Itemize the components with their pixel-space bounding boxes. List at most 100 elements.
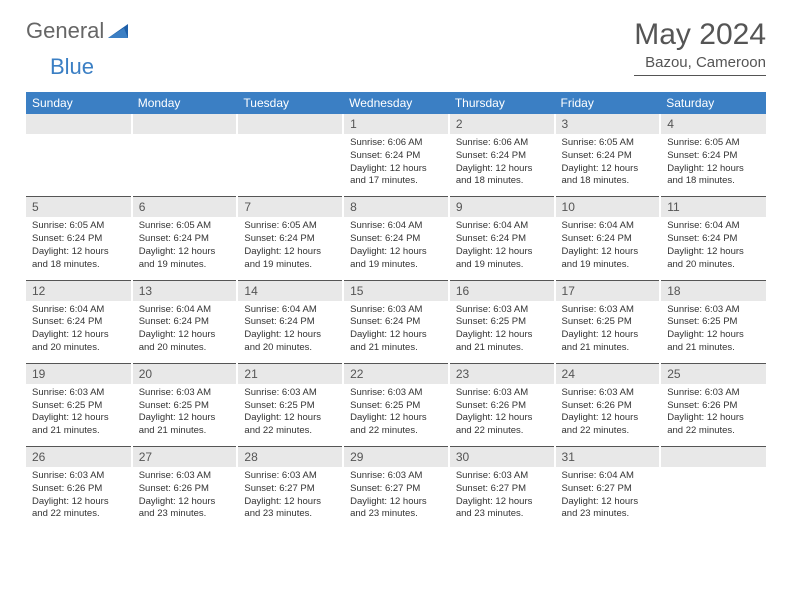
daylight-line: Daylight: 12 hours and 19 minutes. (244, 246, 336, 272)
sunset-line: Sunset: 6:27 PM (350, 483, 442, 496)
daylight-line: Daylight: 12 hours and 20 minutes. (667, 246, 760, 272)
sunset-line: Sunset: 6:24 PM (350, 316, 442, 329)
sunrise-line: Sunrise: 6:05 AM (139, 220, 231, 233)
daylight-line: Daylight: 12 hours and 21 minutes. (350, 329, 442, 355)
day-number (132, 114, 238, 134)
daylight-line: Daylight: 12 hours and 18 minutes. (456, 163, 548, 189)
daylight-line: Daylight: 12 hours and 20 minutes. (244, 329, 336, 355)
sunrise-line: Sunrise: 6:06 AM (350, 137, 442, 150)
sunrise-line: Sunrise: 6:04 AM (244, 304, 336, 317)
sunset-line: Sunset: 6:25 PM (139, 400, 231, 413)
day-number: 22 (343, 364, 449, 384)
sunrise-line: Sunrise: 6:03 AM (350, 387, 442, 400)
logo-text-2: Blue (50, 54, 94, 79)
sunset-line: Sunset: 6:24 PM (139, 316, 231, 329)
daylight-line: Daylight: 12 hours and 19 minutes. (139, 246, 231, 272)
sunset-line: Sunset: 6:24 PM (667, 233, 760, 246)
daylight-line: Daylight: 12 hours and 20 minutes. (32, 329, 125, 355)
sunset-line: Sunset: 6:24 PM (456, 150, 548, 163)
day-cell: Sunrise: 6:03 AMSunset: 6:25 PMDaylight:… (237, 384, 343, 447)
sunset-line: Sunset: 6:25 PM (244, 400, 336, 413)
daylight-line: Daylight: 12 hours and 23 minutes. (244, 496, 336, 522)
sunrise-line: Sunrise: 6:03 AM (32, 387, 125, 400)
sunrise-line: Sunrise: 6:04 AM (667, 220, 760, 233)
day-number: 25 (660, 364, 766, 384)
sunset-line: Sunset: 6:24 PM (667, 150, 760, 163)
detail-row: Sunrise: 6:04 AMSunset: 6:24 PMDaylight:… (26, 301, 766, 364)
day-number: 27 (132, 447, 238, 467)
sunrise-line: Sunrise: 6:03 AM (244, 470, 336, 483)
detail-row: Sunrise: 6:03 AMSunset: 6:26 PMDaylight:… (26, 467, 766, 529)
day-number: 7 (237, 197, 343, 217)
sunset-line: Sunset: 6:24 PM (562, 150, 654, 163)
month-title: May 2024 (634, 18, 766, 52)
day-number: 6 (132, 197, 238, 217)
day-number: 31 (555, 447, 661, 467)
day-cell: Sunrise: 6:06 AMSunset: 6:24 PMDaylight:… (449, 134, 555, 197)
daylight-line: Daylight: 12 hours and 21 minutes. (562, 329, 654, 355)
daylight-line: Daylight: 12 hours and 23 minutes. (139, 496, 231, 522)
detail-row: Sunrise: 6:05 AMSunset: 6:24 PMDaylight:… (26, 217, 766, 280)
logo-triangle-icon (108, 22, 130, 40)
day-cell: Sunrise: 6:03 AMSunset: 6:25 PMDaylight:… (449, 301, 555, 364)
daylight-line: Daylight: 12 hours and 18 minutes. (32, 246, 125, 272)
sunrise-line: Sunrise: 6:03 AM (350, 304, 442, 317)
day-cell: Sunrise: 6:03 AMSunset: 6:24 PMDaylight:… (343, 301, 449, 364)
sunset-line: Sunset: 6:24 PM (32, 233, 125, 246)
title-block: May 2024 Bazou, Cameroon (634, 18, 766, 76)
day-number: 4 (660, 114, 766, 134)
day-number: 13 (132, 281, 238, 301)
day-cell: Sunrise: 6:05 AMSunset: 6:24 PMDaylight:… (660, 134, 766, 197)
sunset-line: Sunset: 6:25 PM (456, 316, 548, 329)
detail-row: Sunrise: 6:06 AMSunset: 6:24 PMDaylight:… (26, 134, 766, 197)
daylight-line: Daylight: 12 hours and 21 minutes. (32, 412, 125, 438)
calendar-table: Sunday Monday Tuesday Wednesday Thursday… (26, 92, 766, 529)
daylight-line: Daylight: 12 hours and 18 minutes. (667, 163, 760, 189)
day-number: 2 (449, 114, 555, 134)
sunrise-line: Sunrise: 6:05 AM (667, 137, 760, 150)
day-cell: Sunrise: 6:04 AMSunset: 6:27 PMDaylight:… (555, 467, 661, 529)
dow-thursday: Thursday (449, 92, 555, 114)
calendar-page: General May 2024 Bazou, Cameroon Blue Su… (0, 0, 792, 547)
sunset-line: Sunset: 6:26 PM (139, 483, 231, 496)
sunset-line: Sunset: 6:24 PM (350, 233, 442, 246)
day-cell: Sunrise: 6:03 AMSunset: 6:25 PMDaylight:… (132, 384, 238, 447)
day-cell: Sunrise: 6:04 AMSunset: 6:24 PMDaylight:… (449, 217, 555, 280)
day-number (26, 114, 132, 134)
day-cell: Sunrise: 6:03 AMSunset: 6:26 PMDaylight:… (26, 467, 132, 529)
daylight-line: Daylight: 12 hours and 22 minutes. (562, 412, 654, 438)
day-number: 1 (343, 114, 449, 134)
day-cell: Sunrise: 6:03 AMSunset: 6:26 PMDaylight:… (449, 384, 555, 447)
day-number: 9 (449, 197, 555, 217)
sunrise-line: Sunrise: 6:03 AM (456, 470, 548, 483)
day-cell: Sunrise: 6:03 AMSunset: 6:25 PMDaylight:… (660, 301, 766, 364)
sunrise-line: Sunrise: 6:05 AM (562, 137, 654, 150)
dow-row: Sunday Monday Tuesday Wednesday Thursday… (26, 92, 766, 114)
daylight-line: Daylight: 12 hours and 22 minutes. (456, 412, 548, 438)
dow-monday: Monday (132, 92, 238, 114)
sunset-line: Sunset: 6:27 PM (562, 483, 654, 496)
sunset-line: Sunset: 6:24 PM (350, 150, 442, 163)
day-number: 28 (237, 447, 343, 467)
sunrise-line: Sunrise: 6:04 AM (562, 470, 654, 483)
day-number: 30 (449, 447, 555, 467)
day-number (660, 447, 766, 467)
sunrise-line: Sunrise: 6:03 AM (562, 387, 654, 400)
day-cell: Sunrise: 6:03 AMSunset: 6:26 PMDaylight:… (555, 384, 661, 447)
dow-friday: Friday (555, 92, 661, 114)
day-cell: Sunrise: 6:05 AMSunset: 6:24 PMDaylight:… (555, 134, 661, 197)
sunset-line: Sunset: 6:24 PM (139, 233, 231, 246)
day-number: 18 (660, 281, 766, 301)
day-cell (132, 134, 238, 197)
dow-wednesday: Wednesday (343, 92, 449, 114)
day-number (237, 114, 343, 134)
daylight-line: Daylight: 12 hours and 22 minutes. (32, 496, 125, 522)
sunrise-line: Sunrise: 6:03 AM (667, 304, 760, 317)
sunrise-line: Sunrise: 6:05 AM (244, 220, 336, 233)
day-cell: Sunrise: 6:03 AMSunset: 6:26 PMDaylight:… (132, 467, 238, 529)
daynum-row: 567891011 (26, 197, 766, 217)
daylight-line: Daylight: 12 hours and 19 minutes. (350, 246, 442, 272)
sunrise-line: Sunrise: 6:03 AM (244, 387, 336, 400)
sunrise-line: Sunrise: 6:06 AM (456, 137, 548, 150)
daynum-row: 262728293031 (26, 447, 766, 467)
